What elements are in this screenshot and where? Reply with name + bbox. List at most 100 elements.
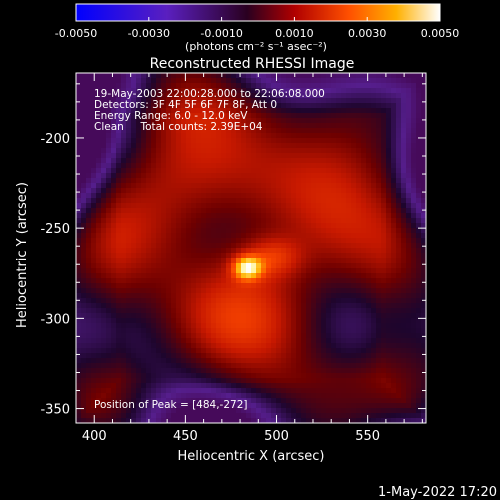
heatmap-cell (146, 323, 152, 329)
heatmap-cell (186, 313, 192, 319)
heatmap-cell (341, 303, 347, 309)
heatmap-cell (221, 258, 227, 264)
heatmap-cell (216, 268, 222, 274)
heatmap-cell (101, 313, 107, 319)
heatmap-cell (161, 363, 167, 369)
heatmap-cell (321, 348, 327, 354)
heatmap-cell (241, 138, 247, 144)
heatmap-cell (326, 98, 332, 104)
heatmap-cell (276, 373, 282, 379)
heatmap-cell (111, 203, 117, 209)
heatmap-cell (281, 368, 287, 374)
heatmap-cell (176, 388, 182, 394)
heatmap-cell (206, 143, 212, 149)
heatmap-cell (141, 333, 147, 339)
heatmap-cell (121, 278, 127, 284)
heatmap-cell (151, 328, 157, 334)
heatmap-cell (171, 213, 177, 219)
heatmap-cell (186, 248, 192, 254)
heatmap-cell (106, 168, 112, 174)
heatmap-cell (276, 238, 282, 244)
heatmap-cell (111, 308, 117, 314)
heatmap-cell (251, 223, 257, 229)
heatmap-cell (321, 183, 327, 189)
heatmap-cell (161, 198, 167, 204)
heatmap-cell (176, 78, 182, 84)
heatmap-cell (96, 393, 102, 399)
heatmap-cell (251, 128, 257, 134)
heatmap-cell (311, 78, 317, 84)
heatmap-cell (126, 258, 132, 264)
heatmap-cell (171, 183, 177, 189)
heatmap-cell (201, 148, 207, 154)
heatmap-cell (221, 383, 227, 389)
heatmap-cell (141, 293, 147, 299)
heatmap-cell (231, 248, 237, 254)
heatmap-cell (141, 403, 147, 409)
heatmap-cell (261, 243, 267, 249)
heatmap-cell (261, 223, 267, 229)
heatmap-cell (246, 128, 252, 134)
heatmap-cell (81, 298, 87, 304)
heatmap-cell (106, 328, 112, 334)
heatmap-cell (231, 73, 237, 79)
heatmap-cell (131, 133, 137, 139)
heatmap-cell (251, 98, 257, 104)
heatmap-cell (221, 418, 227, 423)
heatmap-cell (286, 168, 292, 174)
heatmap-cell (401, 93, 407, 99)
heatmap-cell (276, 218, 282, 224)
heatmap-cell (151, 143, 157, 149)
heatmap-cell (116, 263, 122, 269)
heatmap-cell (291, 178, 297, 184)
heatmap-cell (246, 158, 252, 164)
heatmap-cell (136, 238, 142, 244)
heatmap-cell (211, 363, 217, 369)
heatmap-cell (186, 298, 192, 304)
heatmap-cell (316, 113, 322, 119)
heatmap-cell (136, 173, 142, 179)
heatmap-cell (291, 373, 297, 379)
heatmap-cell (196, 223, 202, 229)
heatmap-cell (256, 118, 262, 124)
y-tick-label: -300 (40, 312, 70, 327)
heatmap-cell (351, 293, 357, 299)
heatmap-cell (101, 368, 107, 374)
heatmap-cell (126, 388, 132, 394)
heatmap-cell (386, 113, 392, 119)
heatmap-cell (351, 388, 357, 394)
heatmap-cell (341, 93, 347, 99)
heatmap-cell (416, 303, 422, 309)
heatmap-cell (91, 123, 97, 129)
heatmap-cell (301, 88, 307, 94)
heatmap-cell (421, 98, 426, 104)
heatmap-cell (261, 403, 267, 409)
heatmap-cell (361, 98, 367, 104)
heatmap-cell (236, 313, 242, 319)
heatmap-cell (246, 403, 252, 409)
heatmap-cell (201, 138, 207, 144)
heatmap-cell (311, 178, 317, 184)
heatmap-cell (126, 233, 132, 239)
heatmap-cell (406, 298, 412, 304)
heatmap-cell (391, 208, 397, 214)
heatmap-cell (361, 198, 367, 204)
heatmap-cell (146, 318, 152, 324)
heatmap-cell (151, 88, 157, 94)
heatmap-cell (361, 353, 367, 359)
heatmap-cell (106, 303, 112, 309)
heatmap-cell (156, 318, 162, 324)
heatmap-cell (276, 393, 282, 399)
heatmap-cell (201, 193, 207, 199)
heatmap-cell (256, 213, 262, 219)
heatmap-cell (316, 393, 322, 399)
heatmap-cell (111, 388, 117, 394)
heatmap-cell (126, 208, 132, 214)
heatmap-cell (356, 113, 362, 119)
heatmap-cell (136, 108, 142, 114)
heatmap-cell (96, 338, 102, 344)
heatmap-cell (401, 138, 407, 144)
heatmap-cell (306, 173, 312, 179)
heatmap-cell (406, 113, 412, 119)
heatmap-cell (336, 363, 342, 369)
